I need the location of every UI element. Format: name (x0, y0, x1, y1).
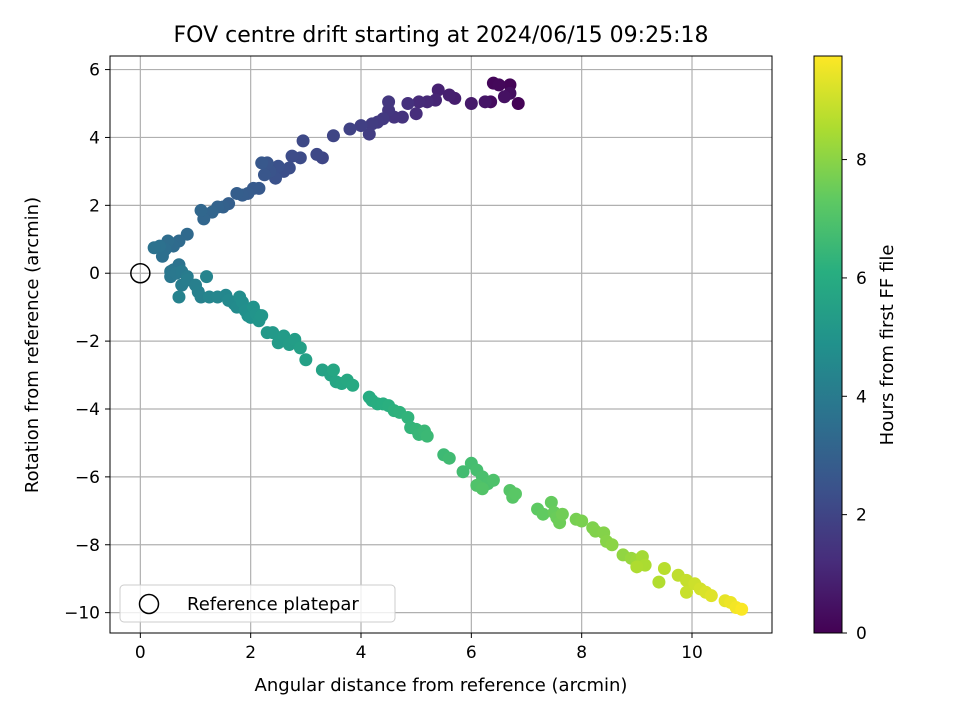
colorbar-tick-label: 0 (856, 624, 867, 644)
data-point (486, 473, 500, 487)
data-point (194, 203, 208, 217)
x-axis-label: Angular distance from reference (arcmin) (255, 675, 628, 696)
colorbar-tick-label: 2 (856, 506, 867, 526)
data-point (492, 78, 506, 92)
data-point (409, 107, 423, 121)
data-point (652, 575, 666, 589)
data-point (679, 585, 693, 599)
data-point (296, 134, 310, 148)
data-point (200, 270, 214, 284)
data-point (310, 147, 324, 161)
data-point (255, 309, 269, 323)
data-point (420, 429, 434, 443)
legend-box (119, 584, 396, 623)
data-point (326, 363, 340, 377)
data-point (299, 353, 313, 367)
data-point (293, 341, 307, 355)
data-point (354, 119, 368, 133)
data-point (511, 97, 525, 111)
data-point (362, 127, 376, 141)
data-point (365, 117, 379, 131)
y-axis-label: Rotation from reference (arcmin) (22, 197, 43, 493)
data-point (544, 495, 558, 509)
data-point (704, 589, 718, 603)
data-point (536, 507, 550, 521)
x-tick-label: 4 (356, 643, 367, 663)
data-point (735, 602, 749, 616)
data-point (412, 95, 426, 109)
colorbar: 0 2 4 6 8 Hours from first FF file (813, 55, 898, 644)
data-point (555, 507, 569, 521)
grid-lines (110, 56, 772, 633)
x-tick-label: 6 (466, 643, 477, 663)
data-point (401, 97, 415, 111)
colorbar-tick-label: 8 (856, 151, 867, 171)
data-point (605, 538, 619, 552)
data-point (155, 249, 169, 263)
data-point (630, 560, 644, 574)
data-point (326, 129, 340, 143)
x-tick-label: 10 (681, 643, 703, 663)
x-tick-label: 2 (245, 643, 256, 663)
data-point (147, 241, 161, 255)
y-tick-label: 6 (89, 61, 100, 81)
data-point (442, 88, 456, 102)
data-point (266, 326, 280, 340)
data-point (575, 514, 589, 528)
data-point (657, 562, 671, 576)
legend-marker (138, 593, 160, 615)
data-point (464, 97, 478, 111)
colorbar-ticks: 0 2 4 6 8 (842, 151, 867, 644)
colorbar-tick-label: 6 (856, 269, 867, 289)
y-tick-label: −6 (75, 468, 100, 488)
y-tick-label: −10 (64, 604, 100, 624)
data-point (230, 186, 244, 200)
colorbar-tick-label: 4 (856, 387, 867, 407)
data-point (478, 95, 492, 109)
data-point (456, 465, 470, 479)
legend: Reference platepar (119, 584, 396, 623)
plot-frame (109, 55, 773, 634)
y-tick-label: −2 (75, 332, 100, 352)
colorbar-label: Hours from first FF file (877, 245, 898, 446)
legend-label: Reference platepar (187, 594, 359, 615)
x-tick-label: 0 (135, 643, 146, 663)
data-point (346, 378, 360, 392)
data-point (431, 83, 445, 97)
data-point (255, 156, 269, 170)
data-point (382, 95, 396, 109)
data-point (343, 122, 357, 136)
y-tick-label: 0 (89, 264, 100, 284)
y-tick-label: 2 (89, 196, 100, 216)
data-point (442, 451, 456, 465)
data-point (401, 410, 415, 424)
y-tick-label: 4 (89, 128, 100, 148)
y-axis-ticks: −10 −8 −6 −4 −2 0 2 4 6 (64, 61, 110, 624)
chart-title: FOV centre drift starting at 2024/06/15 … (174, 23, 709, 48)
data-point (497, 90, 511, 104)
reference-point-marker (130, 262, 151, 284)
data-points (147, 76, 749, 616)
x-axis-ticks: 0 2 4 6 8 10 (135, 633, 703, 663)
y-tick-label: −8 (75, 536, 100, 556)
data-point (172, 290, 186, 304)
data-point (257, 168, 271, 182)
y-tick-label: −4 (75, 400, 100, 420)
x-tick-label: 8 (576, 643, 587, 663)
data-point (508, 487, 522, 501)
data-point (475, 482, 489, 496)
colorbar-gradient (813, 55, 843, 634)
data-point (285, 149, 299, 163)
